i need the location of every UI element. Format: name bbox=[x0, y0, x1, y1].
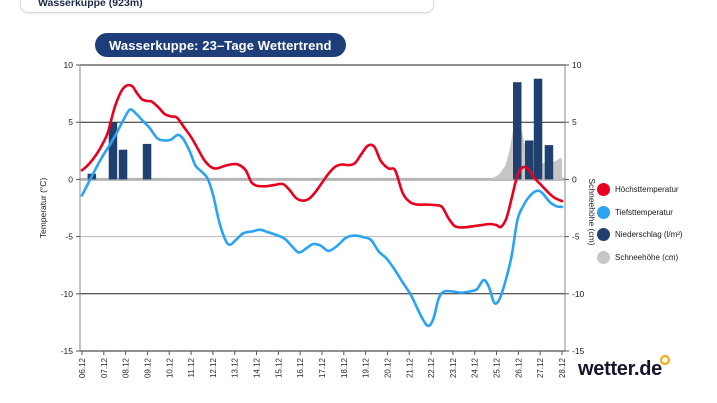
x-axis-date-label: 22.12 bbox=[427, 357, 436, 378]
x-axis-date-label: 26.12 bbox=[514, 357, 523, 378]
x-axis-date-label: 10.12 bbox=[165, 357, 174, 378]
wetter-de-logo[interactable]: wetter.de bbox=[578, 358, 662, 381]
left-axis-title: Temperatur (°C) bbox=[38, 178, 48, 239]
legend-item-label: Tiefsttemperatur bbox=[615, 207, 673, 217]
circle-icon bbox=[597, 228, 610, 241]
right-axis-tick-label: -15 bbox=[572, 346, 585, 356]
x-axis-date-label: 21.12 bbox=[405, 357, 414, 378]
x-axis-date-label: 20.12 bbox=[383, 357, 392, 378]
precipitation-bar bbox=[142, 143, 152, 180]
sun-icon bbox=[660, 355, 670, 365]
x-axis-date-label: 11.12 bbox=[187, 357, 196, 377]
right-axis-tick-label: 5 bbox=[572, 117, 577, 127]
x-axis-date-label: 25.12 bbox=[493, 357, 502, 378]
chart-title-text: Wasserkuppe: 23–Tage Wettertrend bbox=[109, 37, 332, 53]
legend-item-label: Schneehöhe (cm) bbox=[615, 252, 679, 262]
max-temperature-line bbox=[80, 83, 564, 229]
x-axis-date-label: 19.12 bbox=[362, 357, 371, 378]
legend-item: Niederschlag (l/m²) bbox=[597, 228, 683, 241]
x-axis-date-label: 12.12 bbox=[209, 357, 218, 378]
wetter-de-logo-text: wetter.de bbox=[578, 358, 662, 380]
left-axis-tick-label: 5 bbox=[68, 117, 73, 127]
left-axis-tick-label: -15 bbox=[61, 346, 74, 356]
left-axis-tick-label: 10 bbox=[64, 60, 74, 70]
precipitation-bar bbox=[525, 140, 534, 180]
precipitation-bar bbox=[544, 145, 554, 180]
x-axis-date-label: 09.12 bbox=[143, 357, 152, 378]
x-axis-date-label: 23.12 bbox=[449, 357, 458, 378]
right-axis-tick-label: 10 bbox=[572, 60, 582, 70]
left-axis-tick-label: -5 bbox=[65, 232, 73, 242]
right-axis-tick-label: 0 bbox=[572, 174, 577, 184]
min-temperature-line bbox=[80, 108, 564, 328]
location-selector[interactable]: Wasserkuppe (923m) bbox=[20, 0, 434, 13]
legend-item: Schneehöhe (cm) bbox=[597, 250, 683, 264]
location-selector-value: Wasserkuppe (923m) bbox=[38, 0, 143, 9]
legend-item: Tiefsttemperatur bbox=[597, 205, 683, 219]
chart-legend: Höchsttemperatur Tiefsttemperatur Niedersc… bbox=[597, 183, 683, 264]
x-axis-date-label: 17.12 bbox=[318, 357, 327, 378]
x-axis-date-label: 15.12 bbox=[274, 357, 283, 378]
x-axis-date-label: 07.12 bbox=[100, 357, 109, 378]
left-axis-tick-label: 0 bbox=[68, 174, 73, 184]
circle-icon bbox=[597, 250, 610, 264]
x-axis-date-label: 08.12 bbox=[122, 357, 131, 378]
circle-icon bbox=[597, 183, 610, 196]
x-axis-date-label: 28.12 bbox=[558, 357, 567, 378]
precipitation-bar bbox=[513, 82, 522, 180]
legend-item-label: Höchsttemperatur bbox=[615, 185, 679, 194]
right-axis-tick-label: -5 bbox=[572, 232, 580, 242]
circle-icon bbox=[597, 205, 610, 219]
right-axis-title: Schneehöhe (cm) bbox=[587, 178, 597, 245]
x-axis-date-label: 14.12 bbox=[253, 357, 262, 378]
x-axis-date-label: 18.12 bbox=[340, 357, 349, 378]
right-axis-tick-label: -10 bbox=[572, 289, 585, 299]
legend-item: Höchsttemperatur bbox=[597, 183, 683, 196]
legend-item-label: Niederschlag (l/m²) bbox=[615, 230, 683, 239]
chart-title-badge: Wasserkuppe: 23–Tage Wettertrend bbox=[95, 33, 346, 57]
left-axis-tick-label: -10 bbox=[61, 289, 74, 299]
precipitation-bar bbox=[108, 122, 118, 180]
x-axis-date-label: 13.12 bbox=[231, 357, 240, 378]
precipitation-bar bbox=[533, 78, 543, 180]
x-axis-date-label: 06.12 bbox=[78, 357, 87, 378]
precipitation-bar bbox=[118, 149, 128, 180]
x-axis-date-label: 24.12 bbox=[471, 357, 480, 378]
x-axis-date-label: 16.12 bbox=[296, 357, 305, 378]
x-axis-date-label: 27.12 bbox=[536, 357, 545, 378]
